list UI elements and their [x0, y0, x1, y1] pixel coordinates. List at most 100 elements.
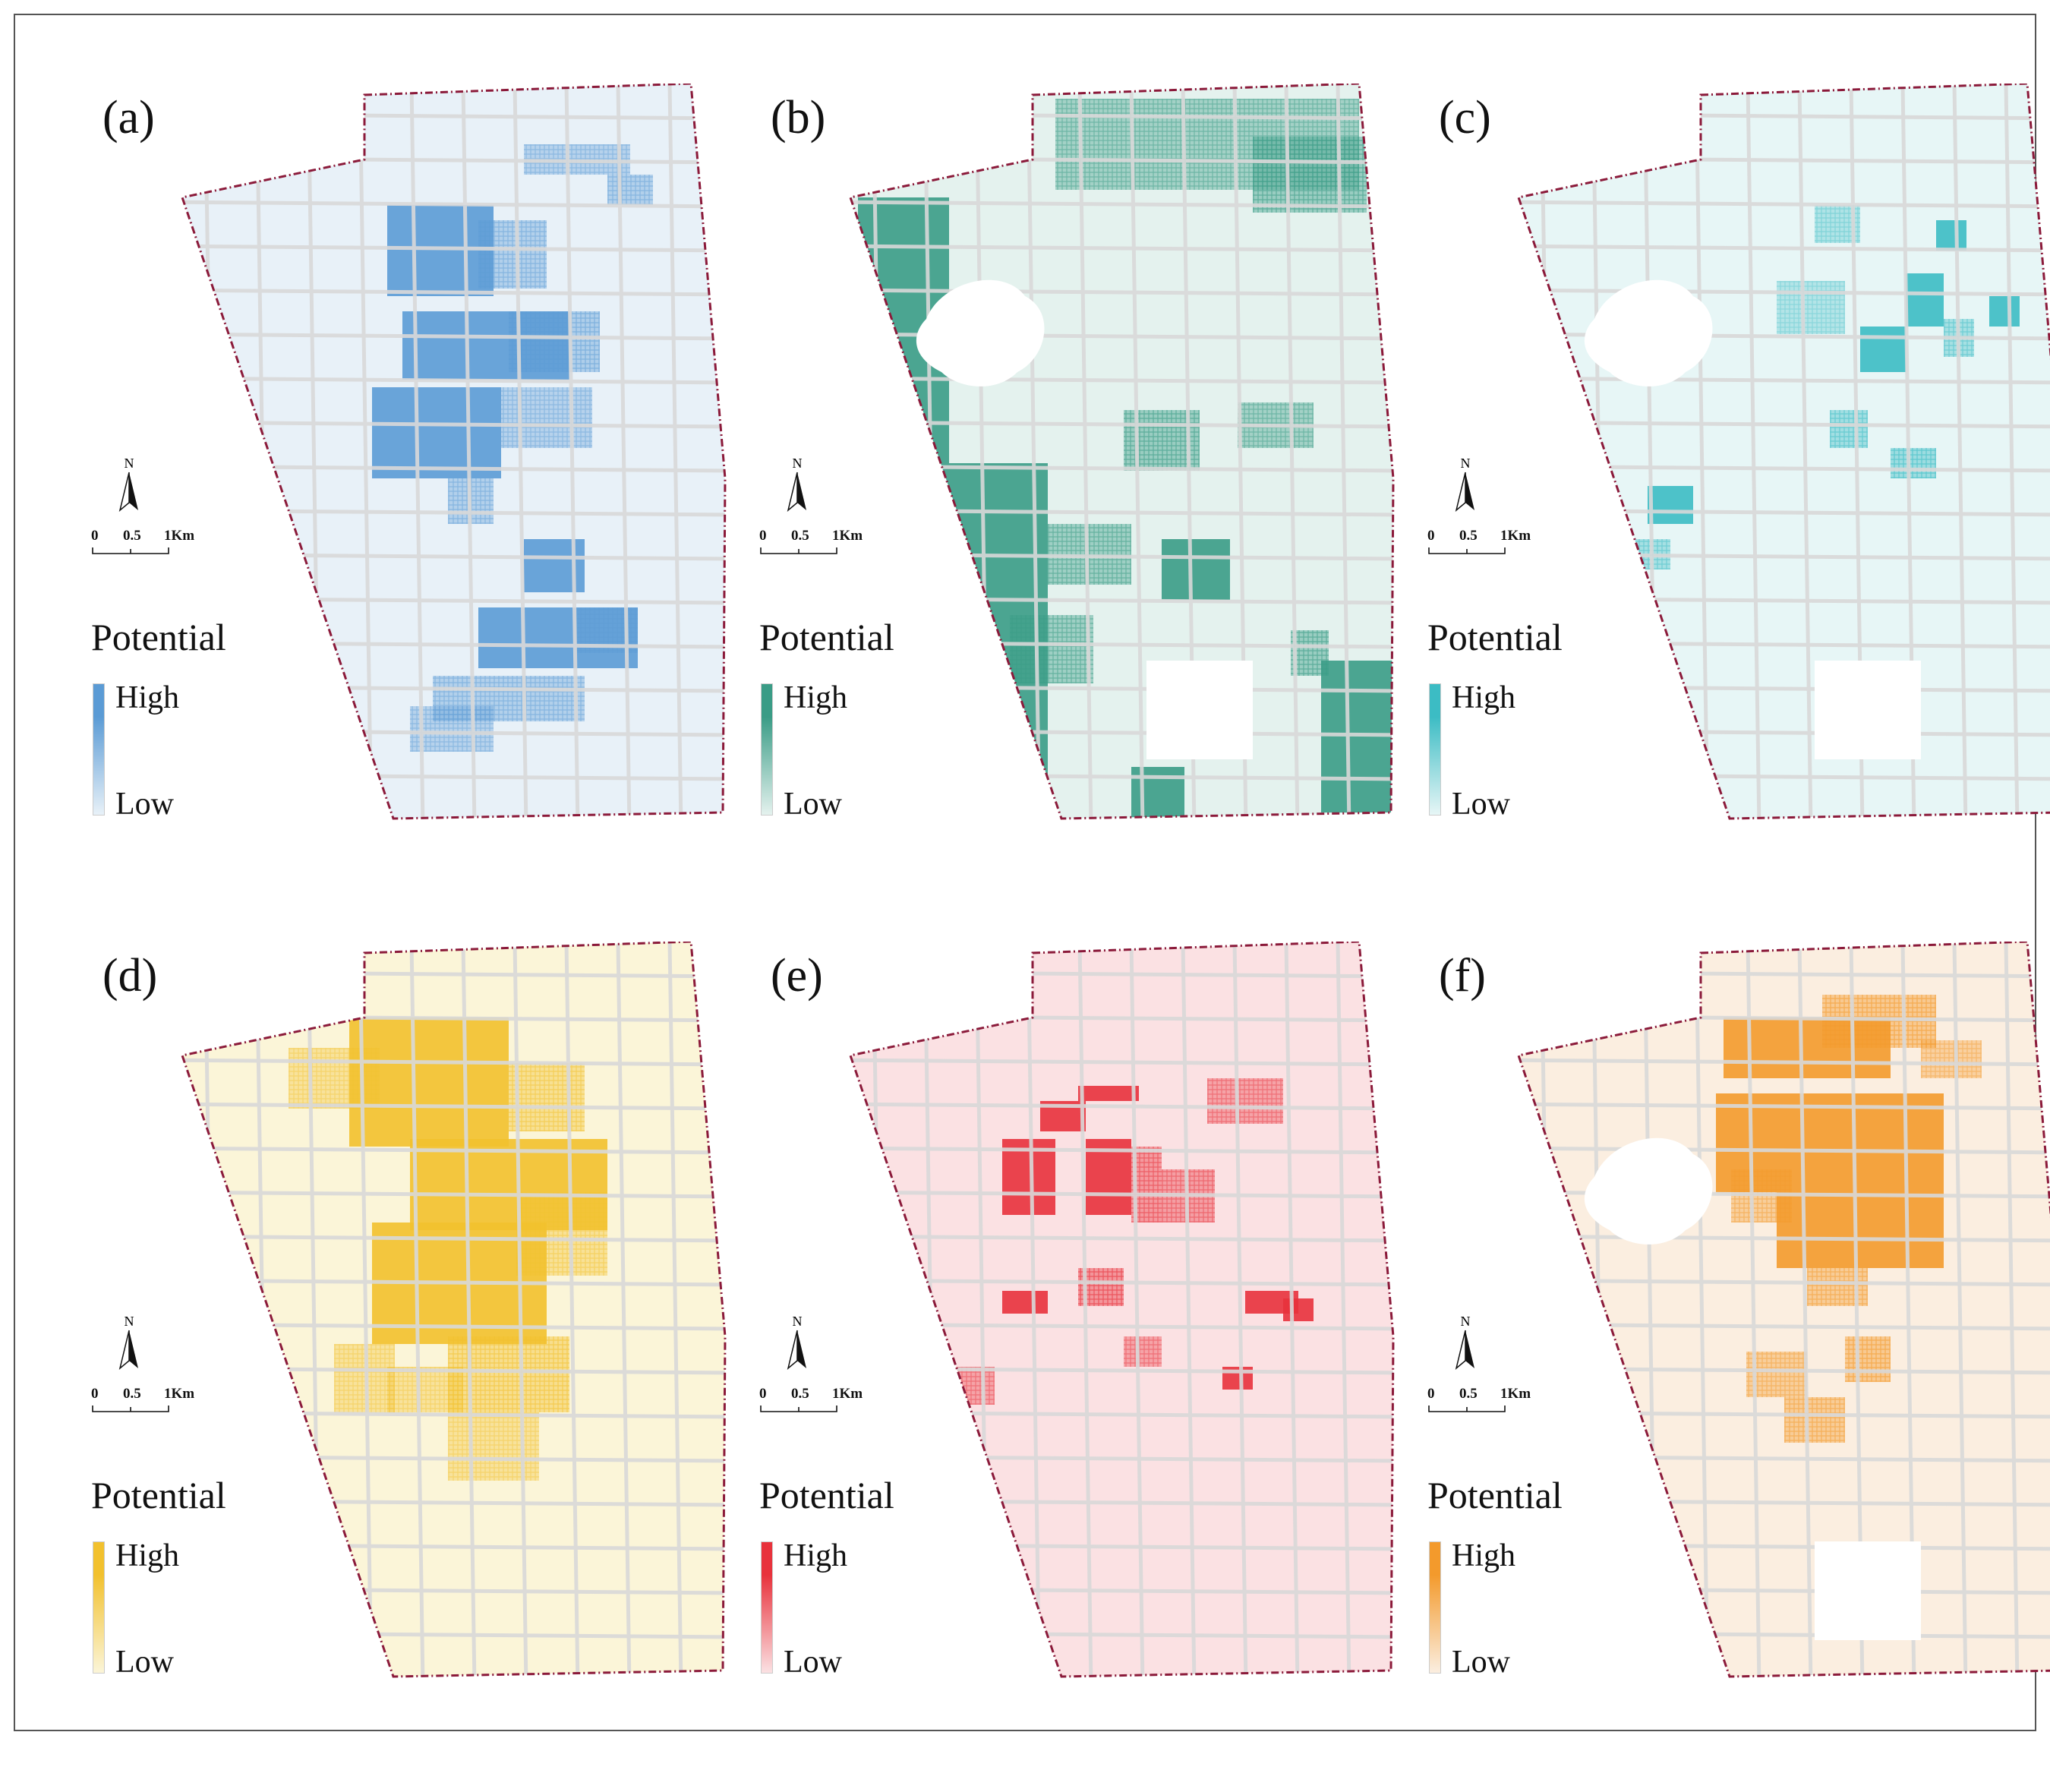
potential-patch [289, 1048, 380, 1109]
potential-patch [1860, 327, 1906, 372]
legend-high-label: High [1452, 1538, 1515, 1573]
potential-patch [1131, 767, 1184, 819]
map-panel-b: (b) N 0 0.5 1Km Potential High Low [744, 84, 1412, 934]
stadium-void [1815, 1541, 1921, 1640]
panel-label: (b) [771, 92, 826, 144]
potential-patch [387, 1367, 463, 1412]
potential-patch [904, 1435, 957, 1473]
legend-high-label: High [784, 680, 847, 715]
legend-title: Potential [91, 1474, 226, 1516]
legend-title: Potential [91, 616, 226, 658]
study-area-boundary [1517, 942, 2050, 1678]
study-area-boundary [181, 942, 727, 1678]
potential-patch [410, 706, 494, 752]
legend-high-label: High [1452, 680, 1515, 715]
map-panel-d: (d) N 0 0.5 1Km Potential High Low [76, 942, 744, 1792]
legend-title: Potential [1427, 616, 1563, 658]
legend-low-label: Low [784, 1645, 842, 1680]
map-panel-c: (c) N 0 0.5 1Km Potential High Low [1412, 84, 2050, 934]
north-arrow-icon: N [782, 456, 812, 520]
study-area-boundary [849, 942, 1395, 1678]
panel-label: (e) [771, 950, 823, 1002]
study-area-boundary [1517, 84, 2050, 820]
north-arrow-icon: N [1450, 1314, 1481, 1378]
north-arrow-icon: N [114, 1314, 144, 1378]
potential-patch [941, 1367, 995, 1405]
lake-void [1584, 279, 1713, 386]
map-area [181, 942, 727, 1678]
potential-patch [1921, 1040, 1982, 1078]
map-area [849, 942, 1395, 1678]
study-area-boundary [181, 84, 727, 820]
potential-patch [607, 175, 653, 205]
study-area-base [850, 84, 1393, 819]
legend-title: Potential [1427, 1474, 1563, 1516]
potential-patch [509, 1063, 585, 1131]
potential-patch [448, 1412, 539, 1481]
legend-color-ramp [93, 1541, 105, 1674]
svg-text:N: N [793, 456, 803, 471]
stadium-void [1815, 661, 1921, 759]
legend-color-ramp [761, 1541, 773, 1674]
study-area-boundary [849, 84, 1395, 820]
north-arrow-icon: N [114, 456, 144, 520]
potential-patch [448, 1336, 569, 1412]
potential-patch [1291, 630, 1329, 676]
map-panel-a: (a) N 0 0.5 1Km Potential High Low [76, 84, 744, 934]
potential-patch [1830, 410, 1868, 448]
legend-title: Potential [759, 616, 894, 658]
panel-label: (f) [1439, 950, 1486, 1002]
study-area-base [1519, 84, 2050, 819]
potential-patch [1207, 1078, 1283, 1124]
potential-patch [1162, 539, 1230, 600]
potential-patch [516, 1192, 607, 1276]
potential-patch [1784, 1397, 1845, 1443]
potential-patch [1845, 1336, 1891, 1382]
road-network [182, 84, 725, 819]
potential-patch [1648, 486, 1693, 524]
panel-label: (a) [102, 92, 155, 144]
legend-color-ramp [1429, 683, 1441, 816]
legend-low-label: Low [115, 787, 174, 822]
north-arrow-icon: N [782, 1314, 812, 1378]
map-area [181, 84, 727, 820]
legend-title: Potential [759, 1474, 894, 1516]
legend-low-label: Low [784, 787, 842, 822]
potential-patch [1124, 1336, 1162, 1367]
svg-text:N: N [125, 456, 134, 471]
potential-patch [372, 387, 501, 478]
potential-patch [1078, 1086, 1139, 1101]
legend-low-label: Low [1452, 1645, 1510, 1680]
potential-patch [387, 205, 494, 296]
potential-patch [1253, 137, 1367, 213]
potential-patch [1807, 1268, 1868, 1306]
svg-text:N: N [1461, 1314, 1471, 1329]
legend-low-label: Low [115, 1645, 174, 1680]
legend-high-label: High [115, 1538, 179, 1573]
legend-color-ramp [761, 683, 773, 816]
study-area-base [850, 942, 1393, 1677]
potential-patch [1777, 281, 1845, 334]
svg-text:N: N [125, 1314, 134, 1329]
legend-high-label: High [115, 680, 179, 715]
panel-label: (d) [102, 950, 158, 1002]
potential-patch [1283, 1298, 1314, 1321]
map-area [849, 84, 1395, 820]
potential-patch [478, 220, 547, 289]
map-area [1517, 84, 2050, 820]
stadium-void [1146, 661, 1253, 759]
legend-color-ramp [1429, 1541, 1441, 1674]
potential-patch [1936, 220, 1966, 251]
legend-high-label: High [784, 1538, 847, 1573]
map-panel-e: (e) N 0 0.5 1Km Potential High Low [744, 942, 1412, 1792]
svg-text:N: N [793, 1314, 803, 1329]
potential-patch [509, 311, 600, 372]
map-panel-f: (f) N 0 0.5 1Km Potential High Low [1412, 942, 2050, 1792]
panel-label: (c) [1439, 92, 1491, 144]
legend-low-label: Low [1452, 787, 1510, 822]
north-arrow-icon: N [1450, 456, 1481, 520]
figure-frame [14, 14, 2036, 1731]
potential-patch [1010, 615, 1093, 683]
lake-void [1584, 1137, 1713, 1245]
map-area [1517, 942, 2050, 1678]
